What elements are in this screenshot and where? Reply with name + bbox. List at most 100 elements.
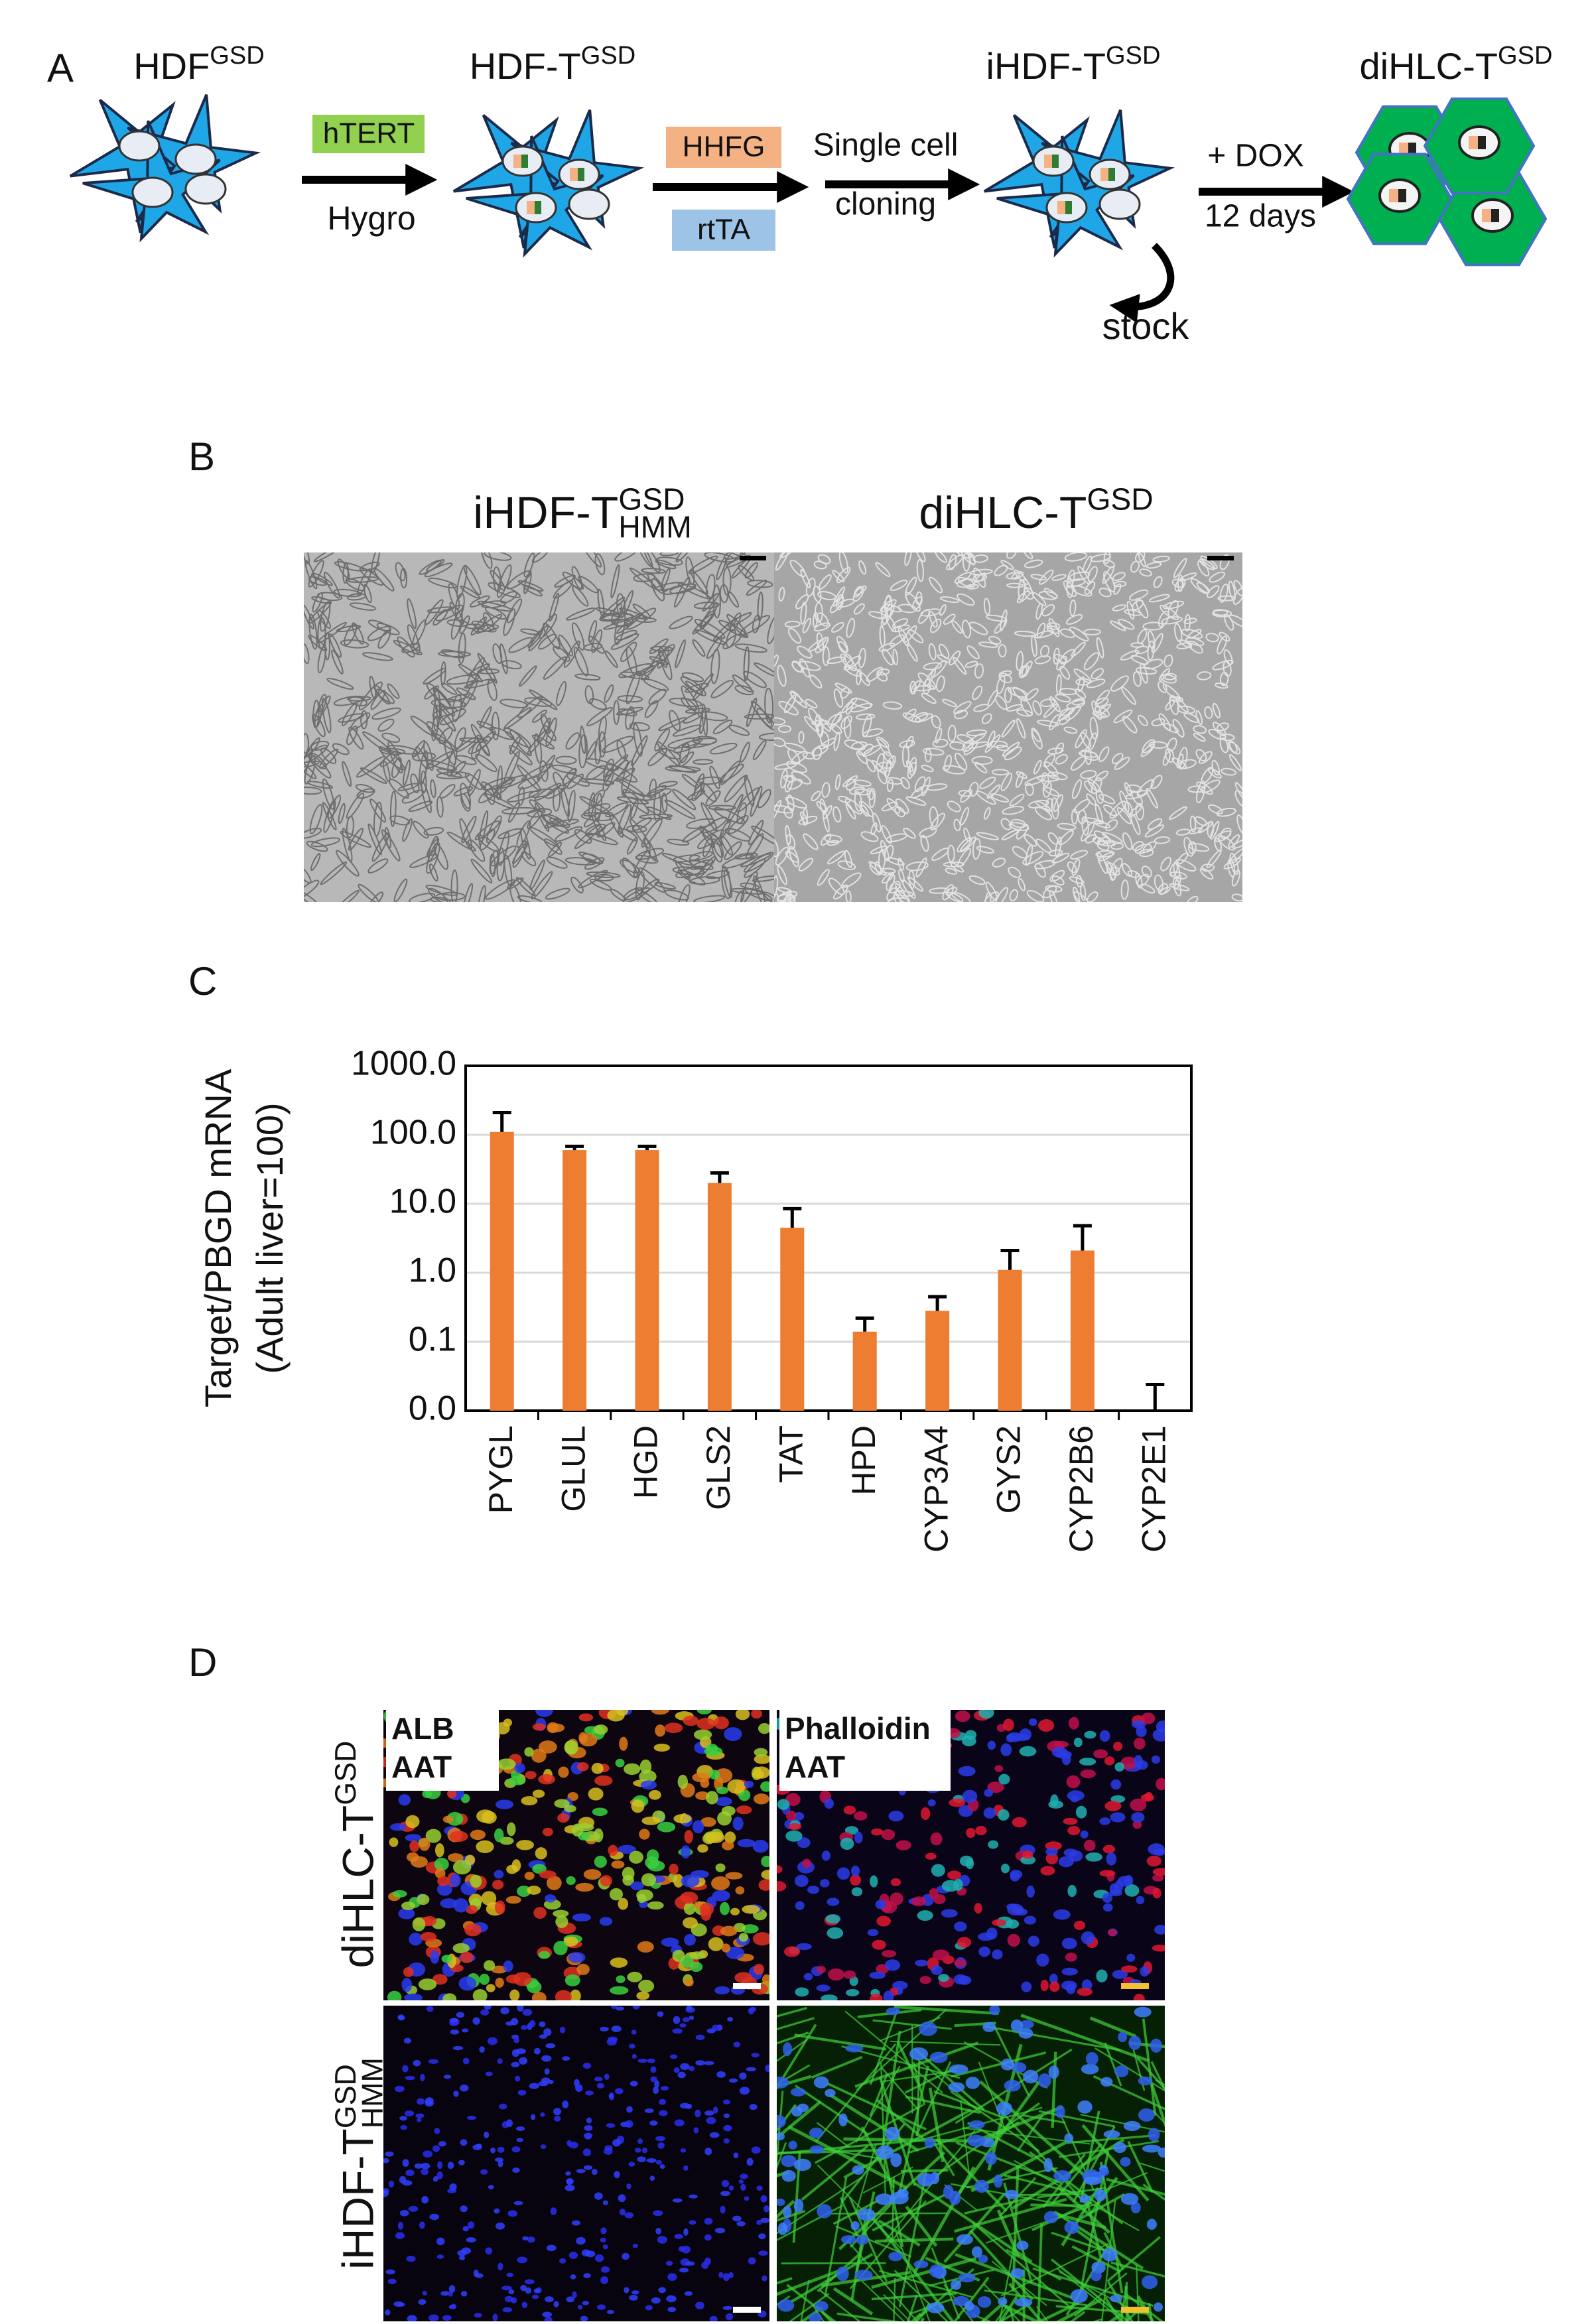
cell	[1216, 722, 1229, 732]
cell	[1152, 1888, 1161, 1899]
cell	[446, 1789, 457, 1799]
cell	[714, 1986, 730, 1995]
step-label: cloning	[835, 187, 936, 222]
cell	[539, 760, 549, 782]
cell	[414, 2163, 423, 2169]
cell	[967, 741, 989, 749]
micrograph	[304, 552, 774, 902]
cell	[1179, 639, 1193, 649]
cell	[338, 803, 346, 824]
cell	[377, 718, 395, 732]
cell	[405, 1834, 422, 1842]
fiber	[844, 2010, 943, 2094]
cell	[876, 736, 890, 749]
cell	[1151, 718, 1165, 727]
cell	[346, 815, 354, 838]
cell	[1049, 870, 1065, 882]
cell	[777, 665, 787, 687]
cell	[408, 801, 433, 812]
cell	[668, 765, 698, 773]
cell	[708, 1937, 724, 1951]
cell	[725, 1872, 743, 1880]
cell	[655, 559, 677, 570]
cell	[446, 831, 476, 852]
cell	[666, 2295, 677, 2303]
cell	[908, 870, 915, 889]
cell	[1059, 830, 1074, 846]
cell	[1010, 2268, 1025, 2279]
cell	[590, 789, 606, 807]
cell	[683, 2228, 689, 2236]
cell	[965, 2077, 980, 2089]
fiber	[1020, 2014, 1150, 2063]
cell	[1126, 784, 1142, 793]
cell	[389, 815, 411, 826]
fiber	[869, 2073, 889, 2117]
cell	[881, 824, 892, 844]
cell	[752, 1932, 769, 1946]
label-sup: GSD	[210, 42, 265, 70]
cell	[790, 2087, 806, 2097]
cell	[962, 1789, 978, 1803]
cell	[616, 740, 626, 759]
cell	[996, 2101, 1013, 2116]
cell	[786, 834, 796, 850]
cell	[418, 1978, 437, 1990]
cell	[788, 1823, 802, 1831]
fiber	[1051, 2258, 1130, 2321]
cell	[744, 1780, 754, 1788]
cell	[1048, 2065, 1059, 2079]
cell	[572, 2291, 577, 2299]
cell	[1053, 2170, 1072, 2182]
cell	[399, 2209, 409, 2217]
cell	[903, 827, 916, 839]
cell	[591, 2168, 598, 2175]
cell	[655, 1724, 666, 1737]
cell	[460, 2139, 468, 2146]
cell	[1009, 889, 1018, 901]
cell	[889, 634, 905, 647]
y-tick-label: 1000.0	[351, 1045, 456, 1083]
cell	[724, 774, 748, 803]
cell	[460, 793, 471, 812]
cell	[921, 1807, 931, 1821]
cell	[1169, 863, 1178, 877]
cell	[434, 1858, 449, 1871]
cell	[426, 842, 440, 874]
cell	[600, 613, 622, 621]
scale-bar	[733, 1983, 761, 1989]
fiber	[1152, 2109, 1165, 2124]
cell	[473, 2269, 479, 2278]
fiber	[1035, 2305, 1049, 2321]
cell	[1181, 628, 1203, 639]
cell	[734, 684, 754, 696]
cell	[509, 1989, 520, 2000]
cell	[1122, 832, 1133, 850]
cell	[780, 769, 788, 789]
cell	[677, 1774, 689, 1789]
fiber	[1072, 2126, 1116, 2203]
cell	[946, 891, 964, 902]
cell	[843, 655, 862, 671]
cell	[614, 2171, 620, 2179]
cell	[942, 698, 957, 708]
cell	[516, 1840, 534, 1850]
cell	[452, 1943, 470, 1954]
cell	[624, 2287, 630, 2293]
cell	[735, 1710, 750, 1720]
cell	[813, 586, 822, 603]
cell	[809, 675, 823, 689]
cell	[697, 711, 728, 722]
cell	[959, 1855, 974, 1867]
cell	[337, 889, 360, 902]
cell	[1043, 787, 1060, 797]
cell	[1073, 1920, 1086, 1930]
cell	[602, 2200, 608, 2205]
cell	[535, 1847, 547, 1860]
cell	[645, 1856, 659, 1869]
fiber	[1124, 2309, 1140, 2321]
cell	[543, 622, 561, 650]
cell	[1188, 842, 1210, 852]
cell	[383, 2158, 389, 2163]
cell	[824, 834, 842, 844]
